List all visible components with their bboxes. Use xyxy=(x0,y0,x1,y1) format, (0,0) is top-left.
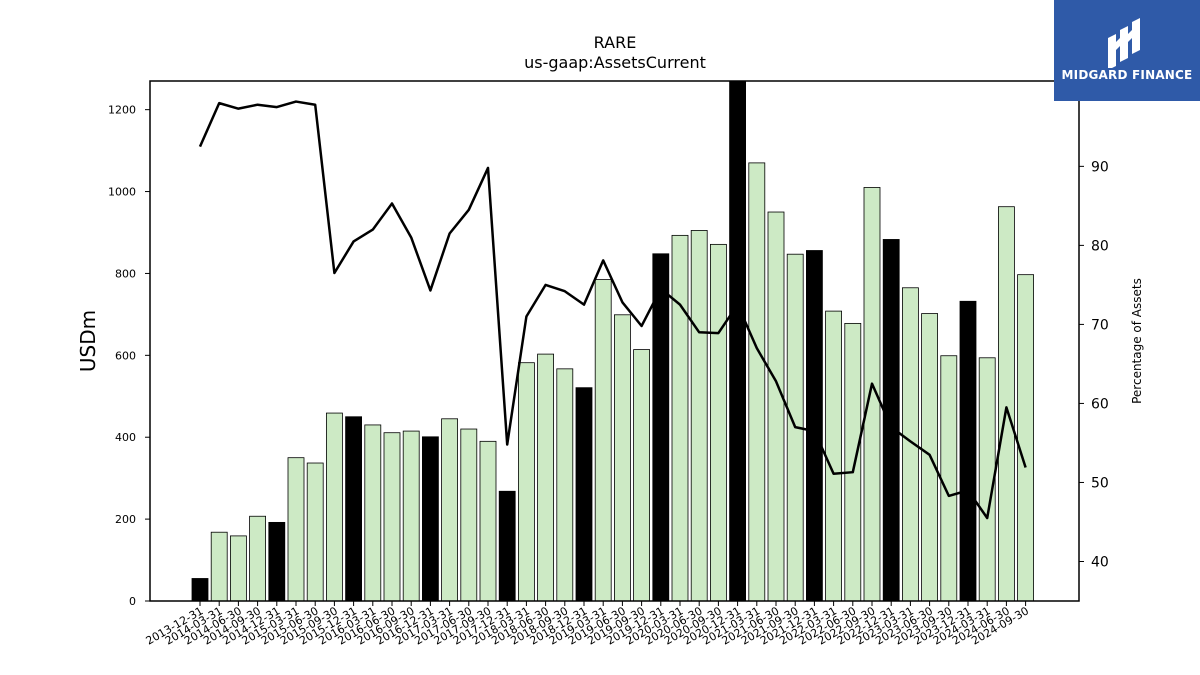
bar-2016-09-30 xyxy=(402,430,420,602)
bar-2016-12-31 xyxy=(421,436,439,602)
bar-2024-09-30 xyxy=(1017,274,1034,602)
percentage-line xyxy=(198,100,1027,520)
y-tick-label-1200: 1200 xyxy=(108,104,136,117)
bar-2019-06-30 xyxy=(614,314,631,602)
bar-2017-12-31 xyxy=(498,490,516,602)
chart-title: RARE xyxy=(594,33,637,52)
bar-2019-03-31 xyxy=(594,279,612,602)
y-tick-label-400: 400 xyxy=(115,431,136,444)
bar-2021-03-31 xyxy=(748,162,766,602)
brand-logo: MIDGARD FINANCE xyxy=(1054,0,1200,101)
right-axis: 40 50 60 70 80 90 xyxy=(1079,159,1109,570)
bar-2017-09-30 xyxy=(479,440,497,602)
x-axis: 2013-12-312014-03-312014-06-302014-09-30… xyxy=(144,601,1031,648)
logo-mark-icon xyxy=(1108,18,1140,68)
bar-2015-09-30 xyxy=(325,412,343,602)
bar-2018-03-31 xyxy=(518,362,535,602)
bar-2019-12-31 xyxy=(652,253,670,602)
bar-2018-12-31 xyxy=(575,387,593,602)
y-right-tick-label-90: 90 xyxy=(1091,159,1109,175)
bar-2013-12-31 xyxy=(191,578,209,602)
bar-2022-06-30 xyxy=(844,322,862,602)
bar-2021-06-30 xyxy=(767,211,785,602)
y-right-tick-label-50: 50 xyxy=(1091,475,1109,491)
bar-2014-09-30 xyxy=(249,515,267,602)
chart-subtitle: us-gaap:AssetsCurrent xyxy=(524,53,706,72)
bar-2016-03-31 xyxy=(364,424,382,602)
bar-2020-12-31 xyxy=(729,80,746,602)
y-right-tick-label-80: 80 xyxy=(1091,238,1109,254)
y-right-tick-label-40: 40 xyxy=(1091,554,1109,570)
bar-2021-12-31 xyxy=(806,250,823,602)
bar-2020-09-30 xyxy=(710,243,727,602)
bar-2022-12-31 xyxy=(882,239,900,602)
bar-2015-03-31 xyxy=(287,457,305,602)
left-axis: 0 200 400 600 800 1000 1200 xyxy=(108,104,150,608)
bar-2018-09-30 xyxy=(556,368,574,602)
y-axis-label-right: Percentage of Assets xyxy=(1130,278,1144,404)
bar-2020-03-31 xyxy=(671,234,689,602)
bar-2018-06-30 xyxy=(537,353,554,602)
bar-2014-06-30 xyxy=(229,535,247,602)
bar-2015-06-30 xyxy=(306,462,324,602)
y-tick-label-0: 0 xyxy=(129,595,136,608)
bar-2019-09-30 xyxy=(633,349,650,602)
y-tick-label-600: 600 xyxy=(115,349,136,362)
bar-layer xyxy=(191,80,1034,602)
line-layer xyxy=(198,100,1027,520)
bar-2024-06-30 xyxy=(998,206,1015,602)
y-tick-label-800: 800 xyxy=(115,267,136,280)
bar-2023-12-31 xyxy=(959,300,977,602)
y-right-tick-label-70: 70 xyxy=(1091,317,1109,333)
bar-2023-09-30 xyxy=(940,355,958,602)
bar-2017-03-31 xyxy=(441,418,459,602)
bar-2022-03-31 xyxy=(825,310,842,602)
bar-2015-12-31 xyxy=(345,416,363,602)
bar-2017-06-30 xyxy=(460,428,478,602)
y-right-tick-label-60: 60 xyxy=(1091,396,1109,412)
bar-2014-03-31 xyxy=(210,531,228,602)
y-tick-label-200: 200 xyxy=(115,513,136,526)
bar-2014-12-31 xyxy=(268,521,286,602)
logo-text: MIDGARD FINANCE xyxy=(1061,68,1193,82)
plot-frame xyxy=(149,80,1080,602)
y-tick-label-1000: 1000 xyxy=(108,186,136,199)
bar-2020-06-30 xyxy=(690,230,708,602)
bar-2016-06-30 xyxy=(383,432,401,602)
y-axis-label-left: USDm xyxy=(76,310,100,372)
